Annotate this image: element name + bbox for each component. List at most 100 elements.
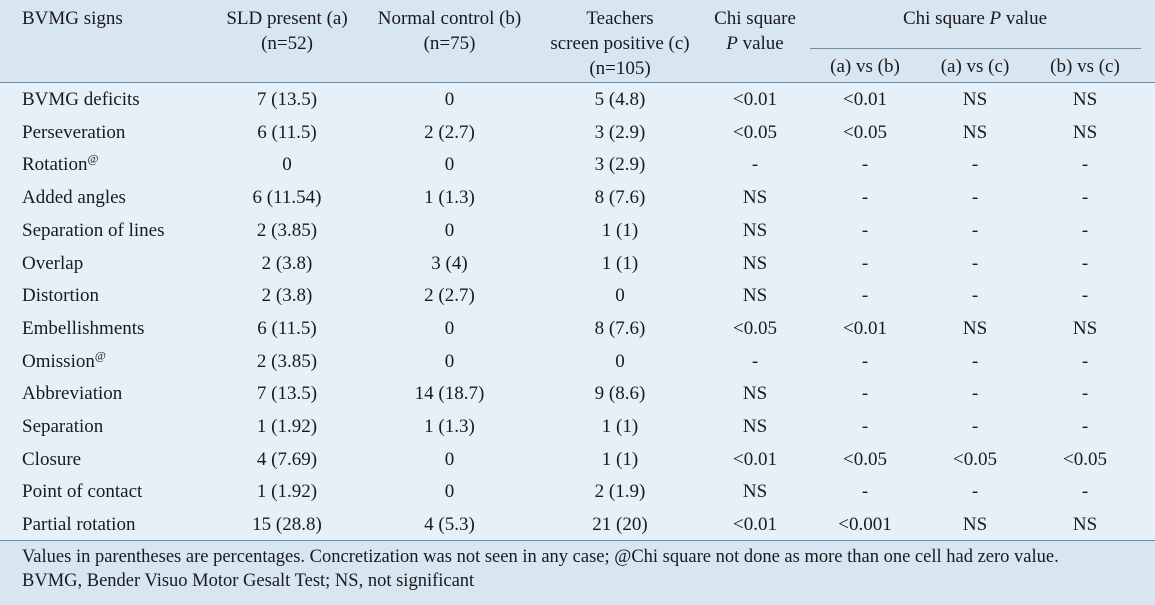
cell-ab: <0.05 [843,122,887,143]
row-sign-label: Rotation [22,154,88,175]
cell-a: 15 (28.8) [252,514,322,535]
cell-bc: - [1081,416,1089,437]
footnote-line2: BVMG, Bender Visuo Motor Gesalt Test; NS… [22,571,475,591]
header-teachers-line3: (n=105) [589,58,651,79]
row-sign: Distortion [22,283,99,308]
header-normal-line1: Normal control (b) [377,8,522,29]
header-teachers: Teachers screen positive (c) (n=105) [535,6,705,81]
cell-chi: <0.01 [733,449,777,470]
cell-ab: - [861,351,869,372]
cell-c: 8 (7.6) [594,318,646,339]
cell-c: 0 [615,285,625,306]
cell-ab: - [861,481,869,502]
header-sld-line1: SLD present (a) [226,8,348,29]
cell-a: 7 (13.5) [256,383,318,404]
cell-c: 1 (1) [601,449,639,470]
header-teachers-line2: screen positive (c) [550,33,690,54]
table-bottom-rule [0,540,1155,541]
row-sign-label: Partial rotation [22,514,136,535]
header-band [0,0,1155,83]
row-sign-label: Overlap [22,253,84,274]
row-sign: Abbreviation [22,381,122,406]
header-signs: BVMG signs [22,8,123,29]
header-sld: SLD present (a) (n=52) [212,6,362,56]
header-chip-group: Chi square P value [810,6,1140,31]
cell-bc: - [1081,154,1089,175]
cell-bc: NS [1072,514,1098,535]
cell-ab: - [861,383,869,404]
cell-ac: - [971,351,979,372]
cell-bc: <0.05 [1063,449,1107,470]
cell-ab: - [861,416,869,437]
cell-chi: NS [742,285,768,306]
cell-chi: <0.01 [733,89,777,110]
row-sign: Embellishments [22,316,144,341]
cell-chi: - [751,351,759,372]
row-sign-label: Perseveration [22,122,126,143]
cell-ac: - [971,383,979,404]
cell-c: 1 (1) [601,416,639,437]
cell-ac: NS [962,514,988,535]
row-sign-label: Embellishments [22,318,145,339]
cell-bc: - [1081,220,1089,241]
cell-bc: NS [1072,318,1098,339]
cell-chi: NS [742,416,768,437]
cell-bc: - [1081,253,1089,274]
cell-ab: - [861,187,869,208]
cell-ac: - [971,154,979,175]
cell-ab: - [861,253,869,274]
row-sign-label: Separation [22,416,104,437]
cell-bc: - [1081,383,1089,404]
header-ac: (a) vs (c) [940,56,1010,77]
footnote-line1: Values in parentheses are percentages. C… [22,547,1059,567]
cell-a: 6 (11.54) [252,187,322,208]
row-sign: Point of contact [22,479,142,504]
cell-b: 14 (18.7) [414,383,485,404]
cell-a: 4 (7.69) [256,449,318,470]
cell-c: 21 (20) [592,514,648,535]
cell-a: 7 (13.5) [256,89,318,110]
cell-b: 0 [444,220,455,241]
cell-a: 2 (3.85) [256,220,318,241]
row-sign-label: Point of contact [22,481,143,502]
header-normal-line2: (n=75) [423,33,476,54]
cell-a: 2 (3.8) [261,285,313,306]
cell-b: 0 [444,318,455,339]
cell-b: 0 [444,154,455,175]
cell-bc: NS [1072,122,1098,143]
header-bottom-rule [0,82,1155,83]
cell-a: 2 (3.8) [261,253,313,274]
row-sign: Rotation@ [22,152,99,177]
cell-chi: NS [742,187,768,208]
cell-ab: - [861,154,869,175]
row-sign-footnote-mark: @ [87,151,99,166]
cell-bc: NS [1072,89,1098,110]
header-sld-line2: (n=52) [261,33,313,54]
cell-b: 0 [444,89,455,110]
row-sign-label: Distortion [22,285,100,306]
cell-bc: - [1081,187,1089,208]
row-sign: Overlap [22,251,83,276]
header-chi-line1: Chi square [714,8,796,29]
cell-c: 3 (2.9) [594,122,646,143]
cell-c: 0 [615,351,625,372]
row-sign: BVMG deficits [22,87,140,112]
cell-c: 8 (7.6) [594,187,646,208]
cell-c: 1 (1) [601,220,639,241]
row-sign: Perseveration [22,120,125,145]
cell-a: 6 (11.5) [257,122,317,143]
cell-ac: NS [962,318,988,339]
cell-ac: NS [962,89,988,110]
row-sign-label: Added angles [22,187,126,208]
cell-ac: <0.05 [953,449,997,470]
row-sign: Added angles [22,185,126,210]
row-sign-label: Separation of lines [22,220,165,241]
header-chi: Chi square P value [705,6,805,56]
header-chip-p: P [989,8,1002,29]
cell-chi: NS [742,481,768,502]
cell-a: 6 (11.5) [257,318,317,339]
cell-b: 2 (2.7) [424,122,475,143]
cell-chi: <0.05 [733,122,777,143]
row-sign-label: Closure [22,449,82,470]
cell-chi: NS [742,253,768,274]
